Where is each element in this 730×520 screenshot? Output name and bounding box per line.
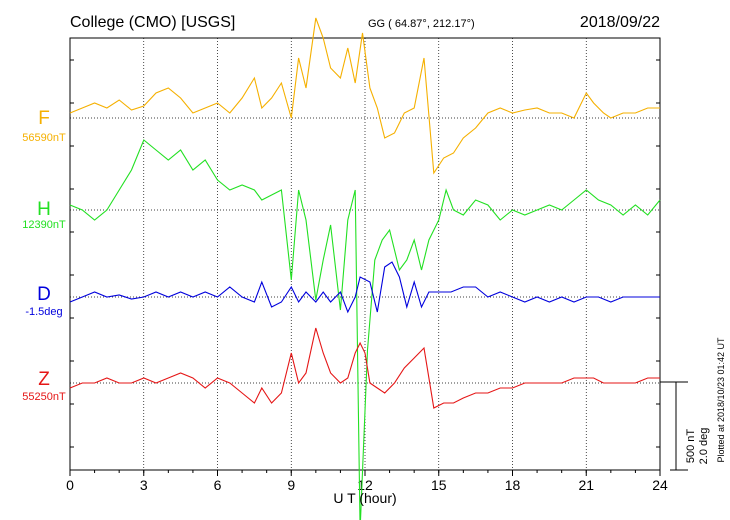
x-axis-label: U T (hour) — [333, 490, 396, 506]
series-line-h — [69, 139, 661, 520]
scale-deg-label: 2.0 deg — [698, 428, 710, 465]
series-line-z — [69, 327, 660, 409]
series-name-d: D — [37, 284, 51, 305]
series-line-d — [69, 261, 660, 314]
scale-nt-label: 500 nT — [685, 429, 697, 464]
series-baseline-z: 55250nT — [22, 391, 66, 403]
x-tick-label: 0 — [66, 477, 74, 493]
plotted-timestamp: Plotted at 2018/10/23 01:42 UT — [716, 337, 726, 463]
series-baseline-h: 12390nT — [22, 219, 66, 231]
series-lines — [69, 17, 661, 520]
x-tick-label: 24 — [652, 477, 668, 493]
series-name-f: F — [38, 108, 50, 129]
series-baseline-d: -1.5deg — [25, 306, 62, 318]
x-axis-ticks — [69, 59, 661, 476]
x-tick-label: 15 — [431, 477, 447, 493]
x-tick-label: 12 — [357, 477, 373, 493]
series-name-h: H — [37, 199, 51, 220]
x-tick-label: 9 — [287, 477, 295, 493]
x-tick-labels: 0 3 6 9 12 15 18 21 24 — [66, 477, 668, 493]
x-tick-label: 21 — [578, 477, 594, 493]
series-line-f — [69, 17, 660, 175]
station-title: College (CMO) [USGS] — [70, 14, 235, 31]
coordinates: GG ( 64.87°, 212.17°) — [368, 18, 475, 30]
x-tick-label: 3 — [140, 477, 148, 493]
scale-bar — [660, 381, 688, 471]
series-name-z: Z — [38, 369, 50, 390]
x-tick-label: 18 — [505, 477, 521, 493]
date-label: 2018/09/22 — [580, 14, 660, 31]
x-tick-label: 6 — [214, 477, 222, 493]
series-baseline-f: 56590nT — [22, 132, 66, 144]
